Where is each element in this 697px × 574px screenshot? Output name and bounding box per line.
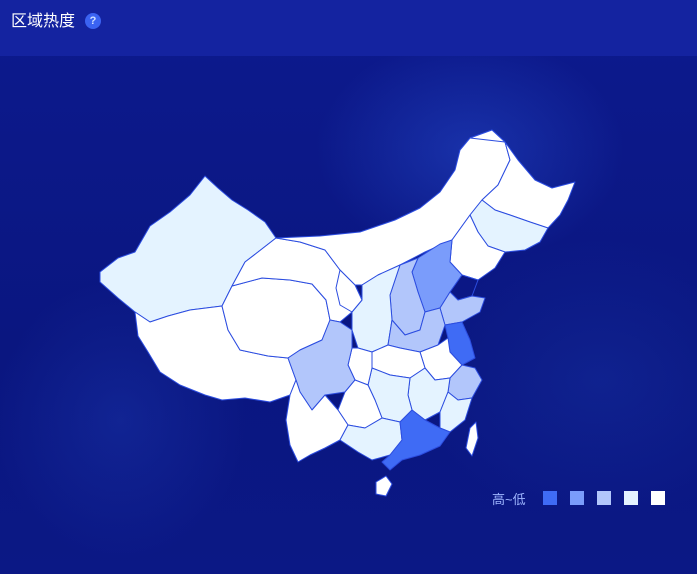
region-heilongjiang[interactable] xyxy=(469,129,576,229)
legend-swatch-level-4[interactable] xyxy=(623,491,638,505)
legend-swatch-level-2[interactable] xyxy=(569,491,584,505)
panel-title: 区域热度 xyxy=(11,13,76,30)
heat-legend: 高~低 xyxy=(492,489,678,507)
panel-header: 区域热度 ? xyxy=(0,0,697,56)
region-fujian[interactable] xyxy=(439,391,473,433)
help-icon[interactable]: ? xyxy=(85,13,101,29)
legend-label: 高~低 xyxy=(492,491,526,507)
legend-swatch-level-1[interactable] xyxy=(542,491,557,505)
region-taiwan[interactable] xyxy=(465,421,479,457)
legend-swatch-level-3[interactable] xyxy=(596,491,611,505)
region-guangdong[interactable] xyxy=(381,409,451,471)
legend-swatch-level-5[interactable] xyxy=(650,491,665,505)
region-ningxia[interactable] xyxy=(335,269,363,313)
region-hainan[interactable] xyxy=(375,475,393,497)
